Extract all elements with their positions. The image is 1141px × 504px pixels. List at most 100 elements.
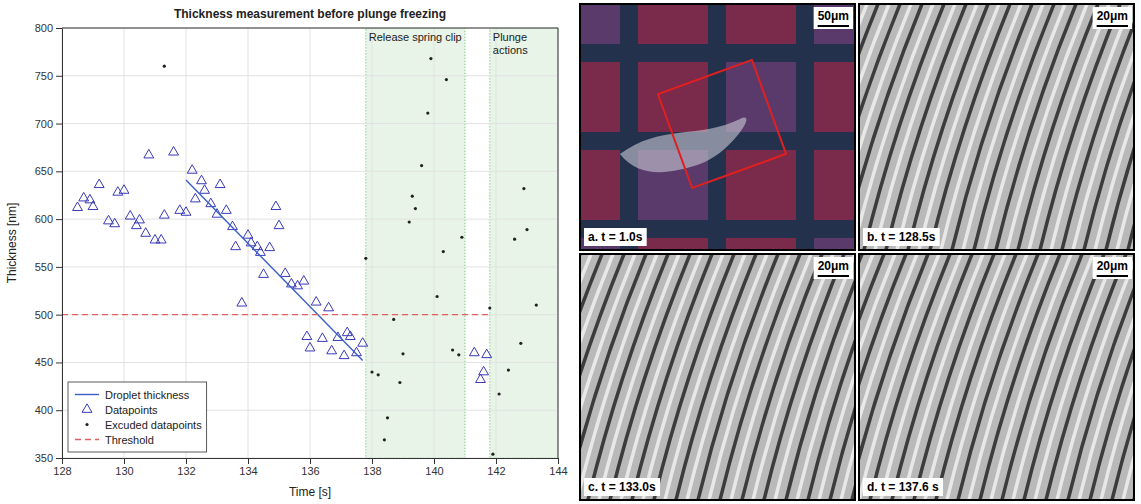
marker-shape — [141, 228, 151, 237]
fringe — [1117, 4, 1134, 250]
marker-shape — [305, 342, 315, 351]
legend-label: Threshold — [105, 434, 154, 446]
roi-box — [658, 60, 786, 188]
data-point — [280, 268, 290, 277]
grid-square — [814, 62, 855, 132]
tick: 140 — [425, 458, 443, 477]
marker-shape — [265, 242, 275, 251]
marker-shape — [491, 453, 494, 456]
tick-label: 144 — [549, 465, 567, 477]
data-point — [293, 280, 303, 289]
data-point — [488, 306, 491, 309]
tick-mark — [124, 458, 125, 464]
tick-label: 800 — [35, 22, 53, 34]
data-point — [237, 298, 247, 307]
legend-line — [75, 439, 99, 440]
marker-shape — [420, 164, 423, 167]
data-point — [110, 218, 120, 227]
scale-bar-box — [1093, 257, 1132, 279]
data-point — [519, 342, 522, 345]
marker-shape — [280, 268, 290, 277]
data-point — [215, 179, 225, 188]
data-point — [135, 214, 145, 223]
tick-mark — [56, 315, 62, 316]
plot: 1281301321341361381401421443504004505005… — [35, 22, 568, 477]
tick: 500 — [35, 309, 62, 321]
tick-label: 550 — [35, 261, 53, 273]
marker-shape — [215, 179, 225, 188]
tick-label: 140 — [425, 465, 443, 477]
marker-shape — [163, 65, 166, 68]
tick-mark — [56, 124, 62, 125]
marker-shape — [169, 147, 179, 156]
marker-shape — [442, 250, 445, 253]
data-point — [255, 247, 265, 256]
tick-mark — [56, 76, 62, 77]
data-point — [507, 368, 510, 371]
tick-label: 750 — [35, 70, 53, 82]
data-point — [119, 185, 129, 194]
tick: 750 — [35, 70, 62, 82]
image-background — [580, 4, 855, 250]
data-point — [94, 179, 104, 188]
marker-shape — [274, 220, 284, 229]
marker-shape — [187, 165, 197, 174]
tick: 350 — [35, 452, 62, 464]
data-point — [265, 242, 275, 251]
data-point — [113, 187, 123, 196]
legend-entry: Threshold — [75, 434, 154, 446]
marker-shape — [358, 338, 368, 347]
marker-shape — [221, 205, 231, 214]
data-point — [259, 269, 269, 278]
scale-bar — [1097, 25, 1128, 27]
marker-shape — [488, 306, 491, 309]
marker-shape — [479, 366, 489, 375]
grid-square — [638, 4, 708, 44]
marker-shape — [498, 392, 501, 395]
marker-shape — [88, 201, 98, 210]
panel-image — [580, 254, 855, 500]
marker-shape — [383, 438, 386, 441]
marker-shape — [299, 276, 309, 285]
data-point — [460, 236, 463, 239]
panel-label: c. t = 133.0s — [588, 480, 656, 494]
tick-label: 650 — [35, 165, 53, 177]
tick: 136 — [301, 458, 319, 477]
chart-title: Thickness measurement before plunge free… — [174, 7, 446, 21]
panel-label-box — [863, 478, 943, 496]
marker-shape — [401, 352, 404, 355]
frame-top — [62, 28, 558, 29]
image-panels: a. t = 1.0s50μmb. t = 128.5s20μmc. t = 1… — [578, 0, 1138, 504]
data-point — [274, 220, 284, 229]
fringe — [1062, 4, 1134, 250]
marker-shape — [377, 373, 380, 376]
fringe — [841, 254, 855, 500]
marker-shape — [156, 234, 166, 243]
marker-shape — [259, 269, 269, 278]
marker-shape — [131, 220, 141, 229]
fringe — [1101, 254, 1134, 500]
panel-label-box — [863, 228, 940, 246]
chart: 1281301321341361381401421443504004505005… — [0, 0, 572, 504]
marker-shape — [237, 298, 247, 307]
data-point — [88, 201, 98, 210]
regions — [366, 28, 558, 458]
tick-mark — [56, 171, 62, 172]
data-point — [299, 276, 309, 285]
grid-line-y — [62, 75, 558, 76]
legend-entry: Datapoints — [82, 404, 158, 416]
data-point — [73, 202, 83, 211]
marker-shape — [327, 345, 337, 354]
legend-label: Datapoints — [105, 404, 158, 416]
data-point — [324, 302, 334, 311]
tick: 128 — [53, 458, 71, 477]
marker-shape — [317, 333, 327, 342]
marker-shape — [324, 302, 334, 311]
grid-line-y — [62, 123, 558, 124]
tick: 600 — [35, 213, 62, 225]
fringe — [859, 4, 922, 250]
data-point — [197, 175, 207, 184]
marker-shape — [159, 210, 169, 219]
grid-square — [638, 238, 708, 250]
panel-border — [859, 254, 1134, 500]
